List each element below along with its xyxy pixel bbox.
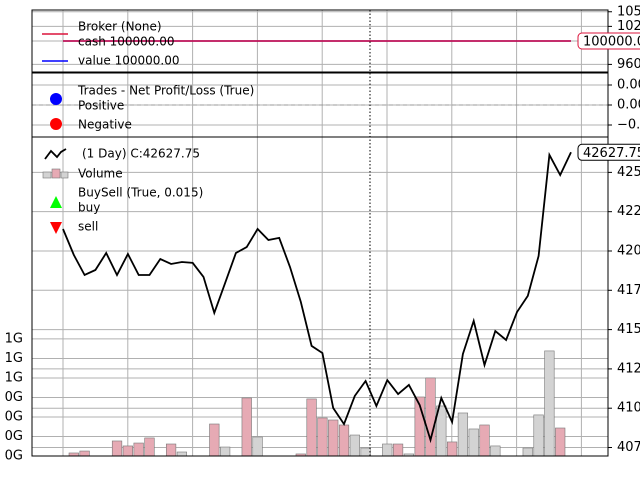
volume-bar <box>328 419 339 457</box>
volume-bar <box>382 443 393 457</box>
y-tick-label: −0. <box>617 118 640 133</box>
legend-volume-icon <box>51 168 61 179</box>
legend-label: Broker (None) <box>78 20 162 34</box>
legend-marker <box>50 118 62 130</box>
legend-label: (1 Day) C:42627.75 <box>82 147 200 161</box>
legend-label: Trades - Net Profit/Loss (True) <box>77 84 254 98</box>
legend-sell-icon <box>50 222 62 234</box>
y-tick-label: 410 <box>617 401 640 416</box>
y-tick-label: 0.00 <box>617 78 640 93</box>
y-tick-label: 417 <box>617 283 640 298</box>
volume-bar <box>209 423 220 457</box>
legend-label: BuySell (True, 0.015) <box>78 186 203 200</box>
volume-bar <box>252 436 263 457</box>
volume-bar <box>360 447 371 457</box>
y-tick-label: 415 <box>617 322 640 337</box>
value-box <box>577 143 640 161</box>
legend-buy-icon <box>50 196 62 208</box>
legend-marker <box>50 93 62 105</box>
volume-bar <box>544 350 555 457</box>
volume-bar <box>122 445 133 457</box>
value-label-box: 42627.75 <box>577 143 640 161</box>
volume-bar <box>306 398 317 457</box>
volume-bar <box>349 434 360 457</box>
legend-label: value 100000.00 <box>78 54 179 68</box>
volume-bar <box>555 427 566 457</box>
legend-label: Negative <box>78 118 132 132</box>
y-tick-label: 105 <box>617 4 640 19</box>
y2-tick-label: 0G <box>5 390 23 405</box>
y2-tick-label: 1G <box>5 331 23 346</box>
y-tick-label: 420 <box>617 243 640 258</box>
y2-tick-label: 0G <box>5 409 23 424</box>
legend-volume-icon <box>60 171 69 179</box>
volume-bar <box>133 442 144 457</box>
y-tick-label: 407 <box>617 440 640 455</box>
volume-bar <box>220 446 231 457</box>
volume-bar <box>468 428 479 457</box>
panel-frame <box>31 136 609 457</box>
volume-bar <box>338 424 350 457</box>
volume-bar <box>165 443 177 457</box>
volume-bar <box>457 412 469 457</box>
price-line <box>62 151 572 444</box>
volume-bar <box>533 414 544 457</box>
value-box <box>577 32 640 50</box>
y2-tick-label: 1G <box>5 351 23 366</box>
legend-label: buy <box>78 201 100 215</box>
volume-bar <box>392 443 404 457</box>
volume-bar <box>79 450 90 457</box>
volume-bar <box>447 441 458 457</box>
y2-tick-label: 1G <box>5 370 23 385</box>
y2-tick-label: 0G <box>5 449 23 464</box>
value-label: 100000.0 <box>583 35 640 50</box>
volume-bar <box>111 440 123 457</box>
legend-volume-icon <box>42 171 52 179</box>
volume-bar <box>176 451 187 457</box>
legend-label: Positive <box>78 99 124 113</box>
volume-bar <box>522 447 533 457</box>
volume-bar <box>241 397 252 457</box>
value-label-box: 100000.0 <box>577 32 640 50</box>
legend-label: Volume <box>78 167 123 181</box>
volume-bar <box>490 445 501 457</box>
volume-bar <box>317 417 328 457</box>
y-tick-label: 0.00 <box>617 98 640 113</box>
y-tick-label: 102 <box>617 19 640 34</box>
y-tick-label: 425 <box>617 165 640 180</box>
legend-label: sell <box>78 220 98 234</box>
value-label: 42627.75 <box>583 146 640 161</box>
y2-tick-label: 0G <box>5 429 23 444</box>
legend-line-icon <box>44 148 67 160</box>
y-tick-label: 422 <box>617 204 640 219</box>
volume-bar <box>479 424 490 457</box>
y-tick-label: 412 <box>617 361 640 376</box>
volume-bar <box>144 437 155 457</box>
volume-bar <box>425 377 436 457</box>
y-tick-label: 960 <box>617 57 640 72</box>
legend-label: cash 100000.00 <box>78 35 175 49</box>
